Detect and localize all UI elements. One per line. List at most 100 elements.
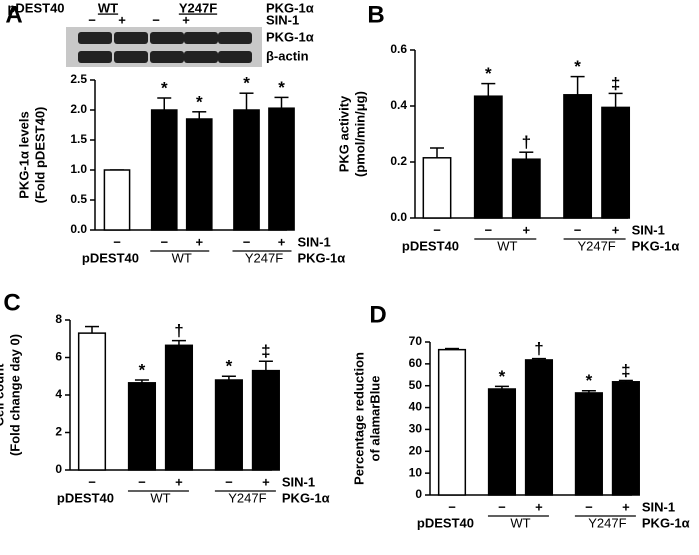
group-label: Y247F — [577, 238, 615, 253]
y-tick-label: 10 — [409, 465, 423, 479]
significance-marker: * — [226, 357, 233, 376]
significance-marker: * — [278, 78, 285, 97]
panel-letter: B — [367, 1, 384, 28]
x-tick-label: − — [225, 474, 233, 489]
x-tick-label: + — [175, 474, 183, 489]
blot-band-label: PKG-1α — [266, 29, 314, 44]
y-tick-label: 0.0 — [390, 210, 407, 224]
x-tick-label: − — [585, 499, 593, 514]
bar — [268, 107, 295, 231]
x-tick-label: − — [113, 234, 121, 249]
group-label: WT — [150, 490, 170, 505]
y-axis-label: Percentage reduction — [351, 352, 366, 485]
significance-marker: * — [196, 92, 203, 111]
blot-group-label: PKG-1α — [266, 0, 314, 15]
group-axis-label: PKG-1α — [282, 490, 330, 505]
group-label: WT — [497, 238, 517, 253]
blot-band — [114, 51, 148, 63]
blot-band — [114, 32, 148, 44]
blot-sign: − — [88, 12, 96, 27]
x-tick-label: − — [574, 222, 582, 237]
blot-band — [218, 51, 252, 63]
y-tick-label: 1.0 — [70, 162, 87, 176]
y-tick-label: 0.5 — [70, 192, 87, 206]
significance-marker: * — [574, 57, 581, 76]
panel-letter: C — [3, 289, 20, 316]
significance-marker: * — [243, 74, 250, 93]
y-tick-label: 20 — [409, 443, 423, 457]
blot-band-label: β-actin — [266, 48, 309, 63]
y-tick-label: 0.2 — [390, 154, 407, 168]
blot-band — [78, 51, 112, 63]
bar — [77, 332, 107, 471]
bar — [127, 382, 157, 471]
x-tick-label: + — [195, 234, 203, 249]
blot-band — [184, 51, 218, 63]
bar — [185, 118, 213, 231]
blot-group: Y247F — [179, 0, 217, 15]
x-tick-label: − — [160, 234, 168, 249]
group-axis-label: PKG-1α — [298, 250, 346, 265]
blot-sign: + — [118, 12, 126, 27]
category-label: SIN-1 — [298, 234, 331, 249]
blot-band — [150, 51, 184, 63]
bar — [487, 388, 517, 496]
group-label: WT — [510, 515, 530, 530]
y-tick-label: 1.5 — [70, 132, 87, 146]
group-label: pDEST40 — [402, 238, 459, 253]
significance-marker: ‡ — [611, 74, 620, 93]
y-tick-label: 40 — [409, 400, 423, 414]
bar — [164, 344, 194, 471]
bar — [473, 95, 503, 219]
blot-sign: − — [152, 12, 160, 27]
significance-marker: * — [139, 360, 146, 379]
y-axis-label: (pmol/min/μg) — [352, 91, 367, 177]
category-label: SIN-1 — [282, 474, 315, 489]
x-tick-label: + — [622, 499, 630, 514]
group-label: WT — [172, 250, 192, 265]
y-tick-label: 60 — [409, 356, 423, 370]
significance-marker: * — [586, 371, 593, 390]
blot-group: WT — [98, 0, 118, 15]
y-tick-label: 2.5 — [70, 72, 87, 86]
x-tick-label: − — [498, 499, 506, 514]
significance-marker: ‡ — [261, 342, 270, 361]
x-tick-label: − — [448, 499, 456, 514]
y-axis-label: Cell count — [0, 363, 6, 427]
panel-letter: A — [5, 1, 22, 28]
y-tick-label: 0.0 — [70, 222, 87, 236]
bar — [437, 348, 467, 496]
x-tick-label: − — [88, 474, 96, 489]
x-tick-label: − — [433, 222, 441, 237]
blot-band — [218, 32, 252, 44]
group-axis-label: PKG-1α — [642, 515, 690, 530]
bar — [251, 369, 280, 471]
group-label: Y247F — [588, 515, 626, 530]
y-tick-label: 2 — [55, 425, 62, 439]
significance-marker: ‡ — [621, 361, 630, 380]
y-tick-label: 0.4 — [390, 98, 407, 112]
y-tick-label: 8 — [55, 312, 62, 326]
blot-band — [150, 32, 184, 44]
y-axis-label: (Fold change day 0) — [7, 334, 22, 456]
x-tick-label: − — [138, 474, 146, 489]
significance-marker: † — [522, 133, 531, 152]
group-label: Y247F — [245, 250, 283, 265]
bar — [150, 109, 178, 231]
y-tick-label: 0 — [55, 462, 62, 476]
bar — [511, 158, 541, 219]
blot-group: pDEST40 — [7, 0, 64, 15]
y-axis-label: PKG activity — [336, 95, 351, 172]
y-tick-label: 0.6 — [390, 42, 407, 56]
bar — [233, 109, 260, 231]
significance-marker: † — [174, 321, 183, 340]
y-tick-label: 4 — [55, 387, 62, 401]
y-axis-label: (Fold pDEST40) — [32, 107, 47, 204]
group-axis-label: PKG-1α — [632, 238, 680, 253]
significance-marker: * — [161, 78, 168, 97]
blot-band — [78, 32, 112, 44]
group-label: Y247F — [228, 490, 266, 505]
blot-band — [184, 32, 218, 44]
y-axis-label: of alamarBlue — [367, 376, 382, 462]
x-tick-label: + — [523, 222, 531, 237]
